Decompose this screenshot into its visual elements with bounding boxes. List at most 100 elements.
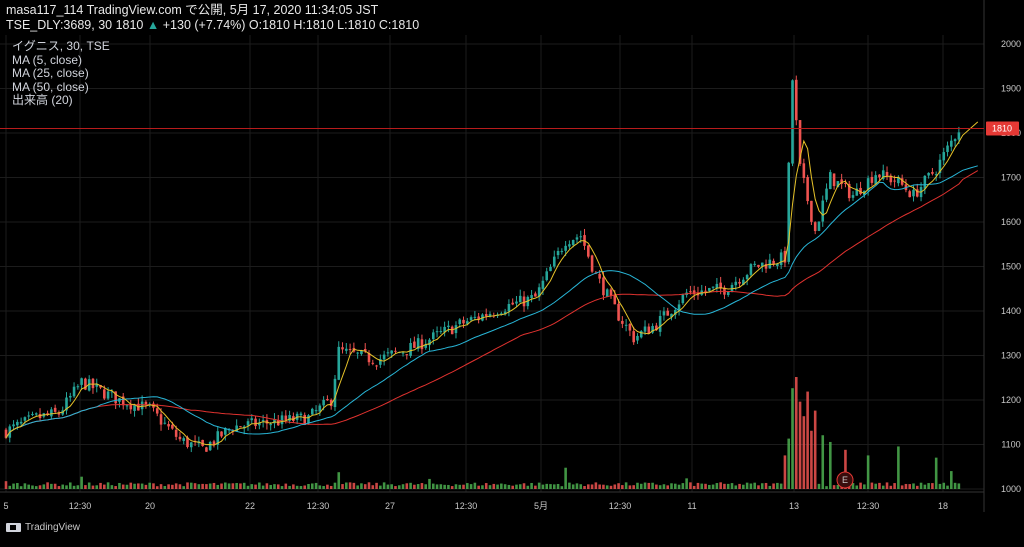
y-tick-label: 1100 (1001, 440, 1020, 450)
volume-bar (594, 482, 598, 489)
volume-bar (428, 478, 431, 489)
candle-body (522, 296, 526, 307)
candle-body (530, 295, 533, 299)
volume-bar (617, 483, 620, 489)
candle-body (348, 349, 352, 351)
volume-bar (791, 388, 794, 489)
volume-bar (662, 484, 666, 489)
candle-body (182, 438, 186, 441)
volume-bar (205, 484, 208, 489)
volume-bar (904, 483, 908, 489)
volume-bar (704, 483, 707, 489)
x-tick-label: 12:30 (69, 501, 92, 511)
volume-bar (394, 486, 397, 489)
volume-bar (4, 481, 8, 489)
candle-body (564, 245, 567, 251)
candle-body (942, 152, 946, 161)
price-change: +130 (+7.74%) (162, 18, 246, 32)
volume-bar (397, 485, 401, 489)
volume-bar (874, 483, 877, 489)
volume-bar (103, 484, 106, 489)
volume-bar (651, 482, 654, 489)
candle-body (443, 326, 446, 333)
candle-body (897, 176, 900, 184)
candle-body (632, 331, 635, 343)
candle-body (186, 437, 189, 447)
candle-body (908, 191, 912, 198)
volume-bar (224, 482, 227, 489)
candle-body (541, 280, 545, 289)
legend-ma5[interactable]: MA (5, close) (12, 52, 83, 67)
earnings-marker-label: E (842, 475, 848, 485)
legend-symbol[interactable]: イグニス, 30, TSE (12, 39, 110, 53)
x-tick-label: 5月 (534, 501, 548, 511)
volume-bar (715, 483, 719, 489)
publish-info: masa117_114 TradingView.com で公開, 5月 17, … (6, 3, 379, 17)
volume-bar (855, 485, 859, 489)
candle-body (341, 347, 344, 350)
volume-bar (628, 485, 632, 489)
volume-bar (613, 484, 617, 489)
legend-ma50[interactable]: MA (50, close) (12, 79, 89, 94)
volume-bar (632, 485, 635, 489)
volume-bar (118, 482, 121, 489)
candle-body (742, 279, 745, 285)
candle-body (651, 326, 654, 333)
volume-bar (934, 457, 938, 489)
volume-bar (583, 486, 586, 489)
volume-bar (708, 484, 711, 489)
volume-bar (314, 482, 318, 489)
volume-bar (269, 484, 272, 489)
volume-bar (258, 482, 261, 489)
candle-body (643, 326, 647, 332)
candle-body (893, 180, 896, 182)
volume-bar (681, 483, 685, 489)
candle-body (757, 264, 760, 267)
volume-bar (579, 484, 583, 489)
x-tick-label: 11 (687, 501, 696, 511)
volume-bar (201, 483, 204, 489)
volume-bar (912, 483, 915, 489)
x-tick-label: 18 (938, 501, 948, 511)
candle-body (27, 415, 30, 417)
candle-body (57, 412, 61, 415)
candle-body (246, 421, 250, 426)
candle-body (379, 359, 382, 365)
volume-bar (416, 484, 420, 489)
volume-bar (72, 485, 76, 489)
candle-body (409, 343, 412, 356)
legend-ma25[interactable]: MA (25, close) (12, 66, 89, 80)
candle-body (677, 304, 681, 311)
volume-bar (220, 483, 223, 489)
volume-bar (481, 485, 484, 489)
candle-body (280, 415, 284, 425)
volume-bar (261, 485, 265, 489)
candle-body (345, 348, 348, 351)
volume-bar (299, 486, 303, 489)
legend-volume[interactable]: 出来高 (20) (12, 93, 73, 107)
volume-bar (643, 482, 647, 489)
volume-bar (80, 476, 83, 489)
volume-bar (371, 485, 375, 489)
candle-body (639, 331, 643, 338)
candle-body (957, 132, 961, 140)
candle-body (571, 240, 575, 245)
volume-bar (91, 485, 95, 489)
candle-body (356, 352, 359, 354)
candle-body (810, 200, 813, 222)
volume-bar (208, 483, 212, 489)
candle-body (647, 326, 651, 334)
volume-bar (345, 482, 348, 489)
volume-bar (178, 484, 182, 489)
volume-bar (783, 455, 787, 489)
volume-bar (866, 455, 870, 489)
x-tick-label: 13 (789, 501, 799, 511)
candle-body (431, 332, 435, 340)
footer-brand[interactable]: TradingView (6, 522, 80, 533)
volume-bar (303, 485, 307, 489)
volume-bar (749, 483, 753, 489)
volume-bar (227, 483, 231, 489)
volume-bar (953, 482, 957, 489)
